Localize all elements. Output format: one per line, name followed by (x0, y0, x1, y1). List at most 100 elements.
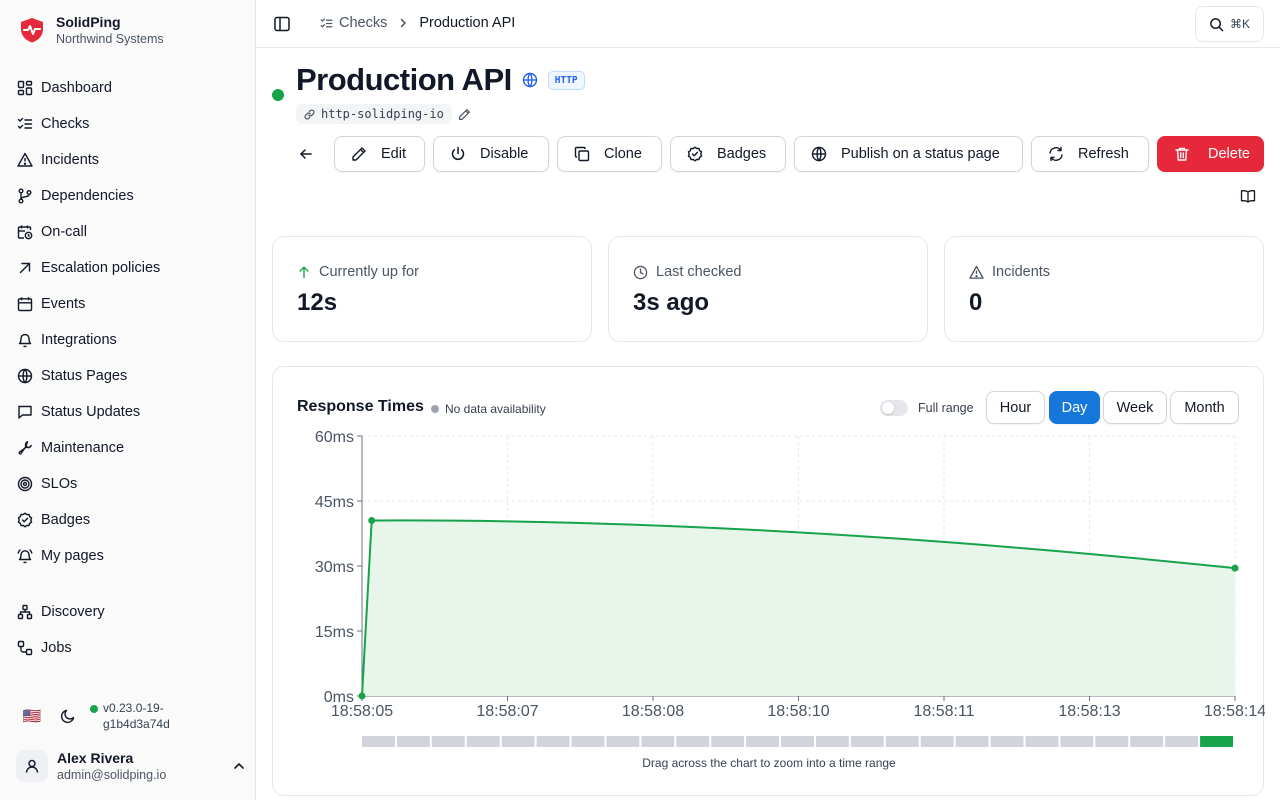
chevron-up-icon[interactable] (232, 759, 246, 773)
page-title: Production API (296, 62, 512, 97)
brand[interactable]: SolidPing Northwind Systems (18, 14, 164, 46)
availability-segment-nodata (711, 736, 745, 747)
drag-hint: Drag across the chart to zoom into a tim… (642, 756, 896, 770)
range-week-button[interactable]: Week (1103, 391, 1167, 424)
edit-button[interactable]: Edit (334, 136, 425, 172)
uptime-value: 12s (297, 289, 338, 316)
availability-segment-nodata (1025, 736, 1059, 747)
delete-button[interactable]: Delete (1157, 136, 1264, 172)
sidebar-item-jobs[interactable]: Jobs (8, 630, 248, 666)
availability-segment-nodata (746, 736, 780, 747)
checks-icon (320, 17, 333, 28)
sidebar-item-dashboard[interactable]: Dashboard (8, 70, 248, 106)
sidebar-item-status-pages[interactable]: Status Pages (8, 358, 248, 394)
action-toolbar: Edit Disable Clone Badges Publish on a s… (292, 136, 1264, 172)
x-tick-label: 18:58:14 (1204, 703, 1265, 720)
bell-icon (18, 333, 32, 348)
availability-segment-up (1200, 736, 1233, 747)
sidebar-toggle-icon[interactable] (272, 14, 292, 34)
copy-icon (574, 146, 590, 162)
breadcrumb-parent-label: Checks (339, 15, 388, 31)
availability-segment-nodata (606, 736, 640, 747)
nav-separator (8, 574, 248, 594)
sidebar-item-dependencies[interactable]: Dependencies (8, 178, 248, 214)
book-open-icon[interactable] (1240, 188, 1256, 204)
clone-button[interactable]: Clone (557, 136, 662, 172)
delete-button-label: Delete (1208, 146, 1250, 162)
data-point (358, 692, 366, 700)
sidebar-item-events[interactable]: Events (8, 286, 248, 322)
version-status-dot (90, 705, 98, 713)
back-button[interactable] (292, 136, 328, 172)
sidebar-item-slos[interactable]: SLOs (8, 466, 248, 502)
y-tick-label: 15ms (315, 624, 354, 641)
publish-button-label: Publish on a status page (841, 146, 1000, 162)
sidebar-item-discovery[interactable]: Discovery (8, 594, 248, 630)
sidebar-item-my-pages[interactable]: My pages (8, 538, 248, 574)
sidebar-item-badges[interactable]: Badges (8, 502, 248, 538)
sidebar-nav: Dashboard Checks Incidents Dependencies … (8, 70, 248, 666)
availability-segment-nodata (1060, 736, 1094, 747)
search-button[interactable]: ⌘K (1195, 6, 1264, 42)
check-slug[interactable]: http-solidping-io (296, 104, 452, 124)
warning-icon (969, 265, 984, 279)
check-type-badge: HTTP (547, 70, 585, 90)
language-flag-button[interactable]: 🇺🇸 (22, 708, 42, 725)
y-tick-label: 30ms (315, 559, 354, 576)
sidebar-item-escalation-policies[interactable]: Escalation policies (8, 250, 248, 286)
sidebar-item-label: On-call (41, 224, 87, 240)
git-branch-icon (18, 188, 32, 204)
refresh-button[interactable]: Refresh (1031, 136, 1149, 172)
availability-segment-nodata (396, 736, 430, 747)
sidebar-item-checks[interactable]: Checks (8, 106, 248, 142)
top-bar: Checks Production API ⌘K (256, 0, 1280, 48)
full-range-toggle[interactable]: Full range (880, 400, 974, 416)
arrow-up-icon (299, 266, 309, 278)
version-line-2: g1b4d3a74d (103, 717, 170, 731)
y-tick-label: 0ms (324, 689, 354, 706)
data-point (1231, 564, 1239, 572)
sidebar-item-label: SLOs (41, 476, 78, 492)
sidebar-item-incidents[interactable]: Incidents (8, 142, 248, 178)
breadcrumb-checks-link[interactable]: Checks (320, 15, 387, 31)
workflow-icon (17, 640, 33, 656)
sidebar-item-integrations[interactable]: Integrations (8, 322, 248, 358)
range-day-button[interactable]: Day (1049, 391, 1100, 424)
edit-button-label: Edit (381, 146, 406, 162)
range-hour-button[interactable]: Hour (986, 391, 1045, 424)
calendar-icon (17, 297, 33, 312)
publish-status-page-button[interactable]: Publish on a status page (794, 136, 1023, 172)
availability-legend: No data availability (431, 402, 546, 416)
x-tick-label: 18:58:11 (913, 703, 974, 720)
user-menu[interactable]: Alex Rivera admin@solidping.io (16, 750, 246, 782)
y-tick-label: 60ms (315, 429, 354, 446)
x-tick-label: 18:58:08 (622, 703, 684, 720)
moon-icon[interactable] (60, 708, 76, 724)
sidebar: SolidPing Northwind Systems Dashboard Ch… (0, 0, 256, 800)
uptime-label: Currently up for (319, 264, 419, 280)
breadcrumb-current: Production API (419, 15, 516, 31)
response-time-chart[interactable]: 0ms 15ms 30ms 45ms 60ms 18:58:05 18:58:07 18:58… (273, 367, 1265, 751)
badges-button[interactable]: Badges (670, 136, 786, 172)
dashboard-icon (17, 80, 33, 96)
disable-button[interactable]: Disable (433, 136, 549, 172)
pencil-icon[interactable] (458, 108, 471, 121)
sidebar-item-on-call[interactable]: On-call (8, 214, 248, 250)
availability-segment-nodata (431, 736, 465, 747)
series-area (362, 520, 1235, 696)
data-point (368, 517, 376, 524)
incidents-card: Incidents 0 (944, 236, 1264, 342)
check-status-dot (272, 89, 284, 101)
toggle-switch[interactable] (880, 400, 908, 416)
sidebar-item-label: My pages (41, 548, 104, 564)
uptime-label-row: Currently up for (297, 264, 419, 280)
sidebar-item-maintenance[interactable]: Maintenance (8, 430, 248, 466)
availability-segment-nodata (850, 736, 884, 747)
last-checked-value: 3s ago (633, 289, 710, 316)
x-tick-label: 18:58:07 (476, 703, 538, 720)
sidebar-item-status-updates[interactable]: Status Updates (8, 394, 248, 430)
availability-segment-nodata (920, 736, 954, 747)
organization-name: Northwind Systems (56, 32, 164, 46)
range-month-button[interactable]: Month (1170, 391, 1239, 424)
sidebar-item-label: Integrations (41, 332, 117, 348)
